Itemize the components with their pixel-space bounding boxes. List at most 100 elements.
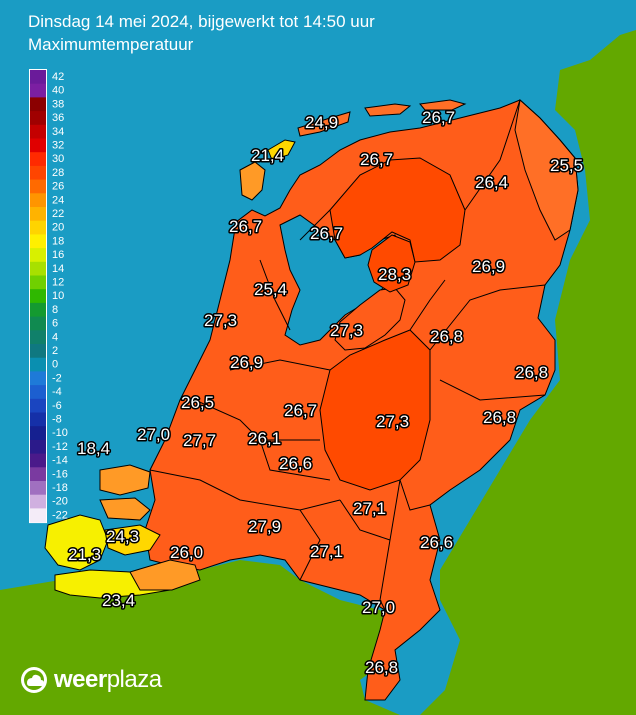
scale-swatch (30, 83, 46, 98)
hot-core-centre (319, 329, 431, 491)
zeeland-noord-beveland (99, 497, 151, 521)
scale-swatch (30, 220, 46, 235)
scale-tick-label: 40 (52, 85, 64, 97)
station-labels: 21,4 24,9 26,7 26,7 26,4 25,5 26,7 26,7 28,3 26,9… (67, 107, 585, 679)
cloud-sun-icon (21, 667, 47, 693)
scale-swatch (30, 193, 46, 208)
temperature-color-scale: 424038363432302826242220181614121086420-… (29, 69, 68, 524)
neighbour-land-belgium (0, 560, 400, 715)
station-temp-berkhout: 25,4 (254, 280, 287, 299)
scale-swatch (30, 248, 46, 263)
island-ameland (364, 103, 412, 117)
scale-tick-label: -14 (52, 455, 68, 467)
station-temp-gilze-rijen: 27,9 (248, 517, 281, 536)
station-temp-schiphol: 26,9 (230, 353, 263, 372)
neighbour-land-germany (420, 30, 636, 715)
station-temp-hoogeveen: 26,9 (472, 257, 505, 276)
station-temp-heino: 26,8 (430, 327, 463, 346)
station-temp-maastricht: 26,8 (365, 658, 398, 677)
scale-swatch (30, 508, 46, 523)
scale-tick-label: -16 (52, 468, 68, 480)
scale-tick-label: -4 (52, 386, 62, 398)
scale-tick-label: 6 (52, 318, 58, 330)
scale-tick-label: 30 (52, 153, 64, 165)
scale-tick-label: -2 (52, 372, 62, 384)
scale-swatch (30, 426, 46, 441)
brand-name: weerplaza (54, 666, 162, 694)
station-temp-hupsel: 26,8 (483, 408, 516, 427)
station-temp-lelystad: 27,3 (330, 321, 363, 340)
scale-swatch (30, 207, 46, 222)
scale-tick-label: 10 (52, 290, 64, 302)
scale-tick-label: -12 (52, 441, 68, 453)
station-temp-vlissingen: 21,3 (68, 545, 101, 564)
scale-tick-label: 12 (52, 277, 64, 289)
scale-swatch (30, 453, 46, 468)
station-temp-lelystad-north: 28,3 (378, 265, 411, 284)
province-borders (149, 99, 546, 611)
scale-tick-label: 8 (52, 304, 58, 316)
scale-swatch (30, 398, 46, 413)
scale-tick-label: -8 (52, 414, 62, 426)
station-temp-stavoren: 26,7 (310, 224, 343, 243)
station-temp-deelen: 27,3 (376, 412, 409, 431)
scale-tick-label: 18 (52, 235, 64, 247)
scale-tick-label: 22 (52, 208, 64, 220)
scale-swatch (30, 234, 46, 249)
scale-swatch (30, 467, 46, 482)
station-temp-texel-north: 21,4 (251, 146, 284, 165)
station-temp-den-helder: 26,7 (229, 217, 262, 236)
station-temp-woensdrecht: 26,0 (170, 543, 203, 562)
station-temp-hoek-van-holland: 27,0 (137, 425, 170, 444)
scale-tick-label: 16 (52, 249, 64, 261)
island-terschelling (297, 111, 351, 137)
scale-swatch (30, 165, 46, 181)
station-temp-vlieland: 24,9 (305, 113, 338, 132)
island-texel (239, 161, 266, 201)
scale-swatch (30, 261, 46, 276)
scale-swatch (30, 275, 46, 290)
zeeland-zuid-beveland (104, 524, 161, 556)
scale-swatch (30, 124, 46, 139)
station-temp-volkel: 27,1 (353, 499, 386, 518)
station-temp-lichteiland-goeree: 18,4 (77, 439, 110, 458)
noordoostpolder (367, 234, 416, 293)
station-temp-rotterdam: 27,7 (183, 431, 216, 450)
scale-swatch (30, 138, 46, 153)
scale-tick-label: 20 (52, 222, 64, 234)
station-temp-twenthe: 26,8 (515, 363, 548, 382)
scale-swatch (30, 316, 46, 331)
scale-swatch (30, 412, 46, 427)
scale-tick-label: 14 (52, 263, 64, 275)
scale-swatch (30, 289, 46, 304)
station-temp-schiermonnikoog: 26,7 (422, 108, 455, 127)
station-temp-wilhelminadorp: 24,3 (106, 527, 139, 546)
scale-swatch (30, 344, 46, 359)
station-temp-arcen: 26,6 (420, 533, 453, 552)
north-east-cooler (514, 99, 579, 241)
map-title: Dinsdag 14 mei 2024, bijgewerkt tot 14:5… (28, 12, 375, 31)
scale-tick-label: 2 (52, 345, 58, 357)
station-temp-ell: 27,0 (362, 598, 395, 617)
scale-tick-label: 24 (52, 194, 64, 206)
weerplaza-logo: weerplaza (20, 666, 162, 694)
scale-tick-label: 0 (52, 359, 58, 371)
scale-tick-label: 4 (52, 331, 58, 343)
scale-swatch (30, 385, 46, 400)
scale-tick-label: -6 (52, 400, 62, 412)
scale-swatch (30, 152, 46, 167)
scale-swatch (30, 439, 46, 455)
scale-swatch (30, 179, 46, 194)
scale-tick-label: 42 (52, 71, 64, 83)
zeeland-schouwen (99, 464, 151, 496)
scale-swatch (30, 481, 46, 496)
scale-tick-label: 34 (52, 126, 64, 138)
station-temp-de-bilt: 26,7 (284, 401, 317, 420)
station-temp-leeuwarden: 26,7 (360, 150, 393, 169)
station-temp-groningen: 26,4 (475, 173, 508, 192)
scale-tick-label: 32 (52, 140, 64, 152)
station-temp-westdorpe: 23,4 (102, 591, 135, 610)
station-temp-herwijnen: 26,6 (279, 454, 312, 473)
